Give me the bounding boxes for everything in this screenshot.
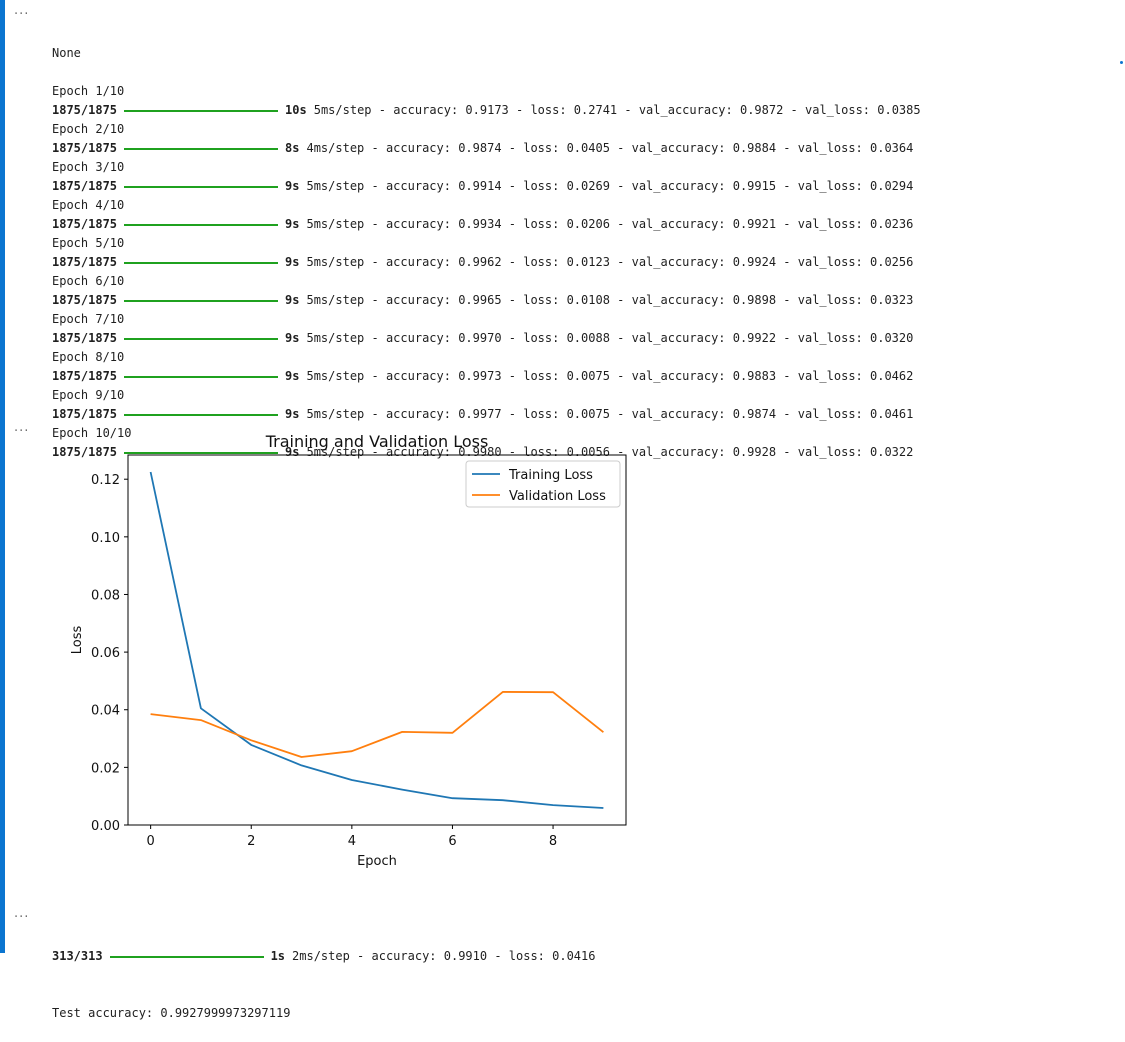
epoch-header: Epoch 2/10 (52, 120, 921, 139)
epoch-metrics: 5ms/step - accuracy: 0.9965 - loss: 0.01… (306, 291, 913, 310)
epoch-steps: 1875/1875 (52, 139, 117, 158)
eval-time: 1s (271, 947, 285, 966)
y-axis-label: Loss (70, 626, 85, 655)
epoch-steps: 1875/1875 (52, 367, 117, 386)
x-tick-label: 6 (448, 834, 456, 849)
x-axis-label: Epoch (357, 854, 397, 869)
output-more-icon-3[interactable]: ··· (14, 911, 29, 925)
epoch-progress-bar (124, 414, 278, 416)
evaluation-output: 313/313 1s 2ms/step - accuracy: 0.9910 - l… (52, 909, 595, 1042)
epoch-steps: 1875/1875 (52, 215, 117, 234)
training-log-output: None Epoch 1/10 1875/1875 10s 5ms/step - ac… (52, 6, 921, 462)
epoch-progress-bar (124, 148, 278, 150)
epoch-header: Epoch 6/10 (52, 272, 921, 291)
epoch-header: Epoch 9/10 (52, 386, 921, 405)
epoch-header: Epoch 3/10 (52, 158, 921, 177)
plot-frame (128, 455, 626, 825)
eval-progress-line: 313/313 1s 2ms/step - accuracy: 0.9910 - l… (52, 947, 595, 966)
epoch-progress-bar (124, 186, 278, 188)
epoch-metrics: 5ms/step - accuracy: 0.9962 - loss: 0.01… (306, 253, 913, 272)
scroll-indicator (1120, 61, 1123, 64)
epoch-progress-bar (124, 338, 278, 340)
series-line-validation (151, 692, 604, 757)
epoch-progress-line: 1875/1875 9s 5ms/step - accuracy: 0.9970 -… (52, 329, 921, 348)
epoch-steps: 1875/1875 (52, 329, 117, 348)
eval-metrics: 2ms/step - accuracy: 0.9910 - loss: 0.04… (292, 947, 595, 966)
epoch-metrics: 4ms/step - accuracy: 0.9874 - loss: 0.04… (306, 139, 913, 158)
legend-label: Training Loss (508, 468, 593, 483)
epoch-progress-bar (124, 110, 278, 112)
epoch-time: 9s (285, 405, 299, 424)
epoch-progress-line: 1875/1875 9s 5ms/step - accuracy: 0.9914 -… (52, 177, 921, 196)
epoch-progress-bar (124, 262, 278, 264)
epoch-progress-line: 1875/1875 9s 5ms/step - accuracy: 0.9962 -… (52, 253, 921, 272)
epoch-progress-line: 1875/1875 9s 5ms/step - accuracy: 0.9973 -… (52, 367, 921, 386)
y-tick-label: 0.08 (91, 588, 120, 603)
x-tick-label: 2 (247, 834, 255, 849)
x-tick-label: 8 (549, 834, 557, 849)
x-tick-label: 0 (146, 834, 154, 849)
epoch-progress-line: 1875/1875 9s 5ms/step - accuracy: 0.9965 -… (52, 291, 921, 310)
epoch-progress-bar (124, 224, 278, 226)
epoch-steps: 1875/1875 (52, 253, 117, 272)
y-tick-label: 0.10 (91, 531, 120, 546)
epoch-header: Epoch 5/10 (52, 234, 921, 253)
epoch-progress-line: 1875/1875 9s 5ms/step - accuracy: 0.9934 -… (52, 215, 921, 234)
epoch-header: Epoch 7/10 (52, 310, 921, 329)
eval-steps: 313/313 (52, 947, 103, 966)
epoch-header: Epoch 8/10 (52, 348, 921, 367)
output-more-icon-1[interactable]: ··· (14, 8, 29, 22)
epoch-metrics: 5ms/step - accuracy: 0.9970 - loss: 0.00… (306, 329, 913, 348)
epoch-metrics: 5ms/step - accuracy: 0.9973 - loss: 0.00… (306, 367, 913, 386)
epoch-steps: 1875/1875 (52, 177, 117, 196)
x-tick-label: 4 (348, 834, 356, 849)
epoch-progress-line: 1875/1875 9s 5ms/step - accuracy: 0.9977 -… (52, 405, 921, 424)
epoch-header: Epoch 1/10 (52, 82, 921, 101)
cell-focus-bar (0, 0, 5, 953)
epoch-metrics: 5ms/step - accuracy: 0.9173 - loss: 0.27… (314, 101, 921, 120)
y-tick-label: 0.12 (91, 473, 120, 488)
epoch-time: 9s (285, 177, 299, 196)
eval-progress-bar (110, 956, 264, 958)
epoch-metrics: 5ms/step - accuracy: 0.9934 - loss: 0.02… (306, 215, 913, 234)
series-line-training (151, 472, 604, 808)
epoch-time: 10s (285, 101, 307, 120)
epoch-steps: 1875/1875 (52, 291, 117, 310)
epoch-progress-bar (124, 376, 278, 378)
test-accuracy-line: Test accuracy: 0.9927999973297119 (52, 1004, 595, 1023)
none-line: None (52, 44, 921, 63)
epoch-metrics: 5ms/step - accuracy: 0.9914 - loss: 0.02… (306, 177, 913, 196)
loss-chart-svg: Training and Validation Loss 0 2 4 6 8 0.00 0.0… (60, 425, 640, 875)
y-tick-label: 0.06 (91, 646, 120, 661)
epoch-progress-line: 1875/1875 10s 5ms/step - accuracy: 0.9173 … (52, 101, 921, 120)
epoch-time: 9s (285, 215, 299, 234)
epoch-time: 9s (285, 291, 299, 310)
output-more-icon-2[interactable]: ··· (14, 425, 29, 439)
chart-title: Training and Validation Loss (265, 432, 489, 451)
epoch-steps: 1875/1875 (52, 101, 117, 120)
epoch-steps: 1875/1875 (52, 405, 117, 424)
epoch-header: Epoch 4/10 (52, 196, 921, 215)
epoch-progress-bar (124, 300, 278, 302)
legend-label: Validation Loss (509, 489, 606, 504)
epoch-time: 8s (285, 139, 299, 158)
epoch-time: 9s (285, 253, 299, 272)
epoch-metrics: 5ms/step - accuracy: 0.9977 - loss: 0.00… (306, 405, 913, 424)
y-tick-label: 0.00 (91, 819, 120, 834)
y-tick-label: 0.04 (91, 704, 120, 719)
y-tick-label: 0.02 (91, 761, 120, 776)
epoch-time: 9s (285, 367, 299, 386)
epoch-progress-line: 1875/1875 8s 4ms/step - accuracy: 0.9874 -… (52, 139, 921, 158)
epoch-time: 9s (285, 329, 299, 348)
loss-chart: Training and Validation Loss 0 2 4 6 8 0.00 0.0… (60, 425, 640, 879)
